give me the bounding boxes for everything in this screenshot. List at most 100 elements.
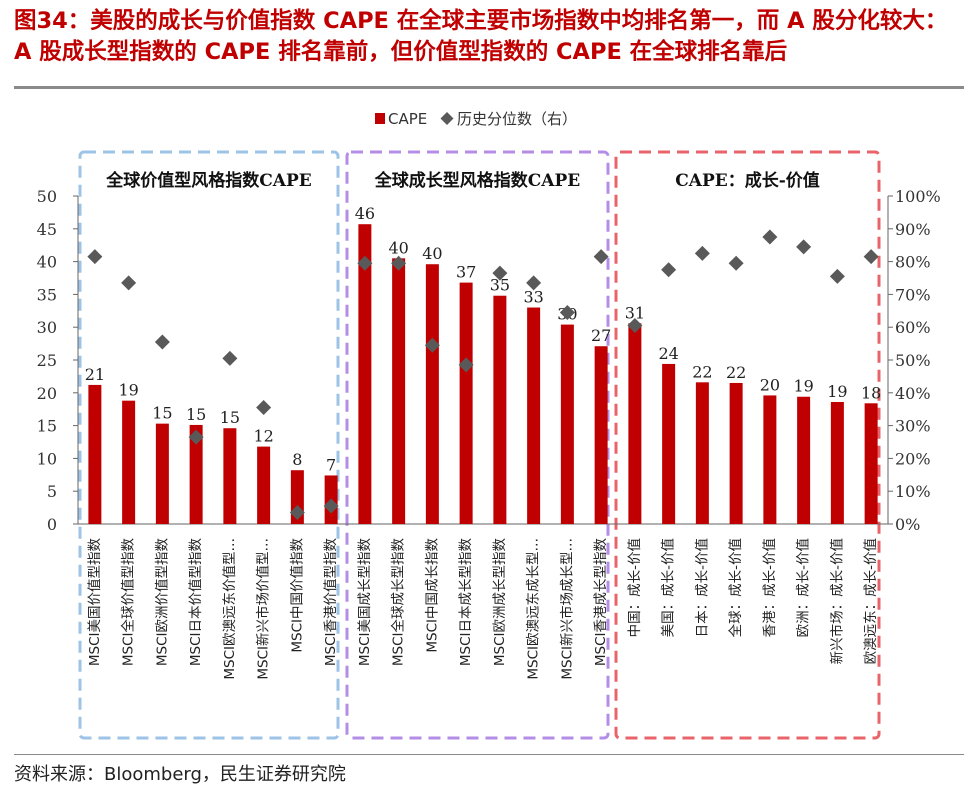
percentile-marker [863, 249, 879, 265]
y-left-tick-label: 0 [47, 515, 57, 534]
bar-value-label: 37 [456, 263, 476, 282]
bar-value-label: 21 [85, 365, 105, 384]
bar-value-label: 27 [591, 326, 611, 345]
percentile-marker [188, 429, 204, 445]
y-right-tick-label: 0% [895, 515, 920, 534]
group-label-3: CAPE：成长-价值 [675, 170, 820, 191]
y-left-tick-label: 15 [37, 417, 57, 436]
percentile-marker [323, 498, 339, 514]
bar [864, 403, 878, 524]
percentile-marker [661, 262, 677, 278]
legend-marker-label: 历史分位数（右） [457, 110, 577, 128]
category-label: MSCI日本成长型指数 [458, 538, 474, 667]
category-label: MSCI欧澳远东成长型… [526, 538, 542, 680]
legend-marker-swatch [440, 112, 454, 125]
source-note: 资料来源：Bloomberg，民生证券研究院 [14, 764, 346, 785]
y-right-tick-label: 30% [895, 417, 931, 436]
bar-value-label: 46 [355, 204, 375, 223]
category-label: 全球：成长-价值 [727, 538, 744, 637]
bar-value-label: 7 [326, 455, 336, 474]
bar [797, 396, 811, 524]
percentile-marker [593, 249, 609, 265]
percentile-marker [694, 245, 710, 261]
category-label: 新兴市场：成长-价值 [828, 538, 845, 664]
category-label: 香港：成长-价值 [762, 538, 778, 637]
y-left-tick-label: 35 [37, 285, 57, 304]
bar [155, 423, 169, 524]
bar [358, 224, 372, 524]
category-label: 欧洲：成长-价值 [796, 538, 812, 637]
group-label-2: 全球成长型风格指数CAPE [374, 170, 581, 191]
bar [695, 382, 709, 524]
y-right-tick-label: 10% [895, 482, 931, 501]
y-right-tick-label: 100% [895, 187, 941, 206]
bar-value-label: 18 [861, 383, 881, 402]
percentile-marker [424, 337, 440, 353]
y-left-tick-label: 40 [37, 253, 57, 272]
bar [189, 424, 203, 524]
bar-value-label: 31 [625, 303, 645, 322]
y-left-tick-label: 30 [37, 318, 57, 337]
category-label: MSCI欧澳远东价值型… [222, 538, 238, 680]
category-label: MSCI香港价值型指数 [323, 538, 339, 667]
bar-value-label: 20 [760, 375, 780, 394]
bar [763, 395, 777, 524]
bar [122, 400, 136, 524]
bar-value-label: 40 [422, 244, 442, 263]
y-right-tick-label: 90% [895, 220, 931, 239]
percentile-marker [492, 265, 508, 281]
y-left-tick-label: 45 [37, 220, 57, 239]
percentile-marker [154, 334, 170, 350]
legend-bar-swatch [375, 113, 385, 124]
y-right-tick-label: 20% [895, 449, 931, 468]
category-label: MSCI欧洲价值型指数 [154, 538, 170, 667]
y-right-tick-label: 60% [895, 318, 931, 337]
bar-value-label: 35 [490, 276, 510, 295]
bar [729, 382, 743, 524]
percentile-marker [391, 255, 407, 271]
bar [662, 363, 676, 524]
chart-title: 图34：美股的成长与价值指数 CAPE 在全球主要市场指数中均排名第一，而 A … [14, 8, 948, 65]
category-label: MSCI美国价值型指数 [87, 538, 103, 667]
category-label: 欧澳远东：成长-价值 [863, 538, 879, 664]
bar [830, 401, 844, 524]
y-left-tick-label: 25 [37, 351, 57, 370]
footer-rule [14, 754, 964, 755]
y-left-tick-label: 20 [37, 384, 57, 403]
bar-value-label: 15 [220, 408, 240, 427]
category-label: 中国：成长-价值 [627, 538, 643, 637]
percentile-marker [357, 255, 373, 271]
percentile-marker [526, 275, 542, 291]
category-label: MSCI新兴市场成长型… [558, 538, 575, 680]
bar [425, 264, 439, 524]
category-label: 美国：成长-价值 [661, 538, 677, 637]
percentile-marker [87, 249, 103, 265]
percentile-marker [559, 304, 575, 320]
y-left-tick-label: 5 [47, 482, 57, 501]
bar [223, 428, 237, 524]
y-right-tick-label: 50% [895, 351, 931, 370]
legend-bar-label: CAPE [388, 110, 427, 128]
percentile-marker [256, 400, 272, 416]
percentile-marker [762, 229, 778, 245]
bar [527, 307, 541, 524]
category-label: MSCI全球成长型指数 [390, 538, 407, 667]
bar-value-label: 40 [388, 238, 408, 257]
bar [392, 258, 406, 524]
bar [628, 323, 642, 524]
category-label: MSCI美国成长型指数 [357, 538, 373, 667]
bar-value-label: 15 [152, 404, 172, 423]
group-frame-1 [78, 150, 340, 740]
y-right-tick-label: 40% [895, 384, 931, 403]
title-rule [14, 86, 964, 89]
bar-value-label: 22 [726, 363, 746, 382]
category-label: MSCI中国成长指数 [424, 538, 440, 653]
bar-value-label: 22 [692, 362, 712, 381]
percentile-marker [458, 357, 474, 373]
percentile-marker [222, 350, 238, 366]
bar-value-label: 19 [118, 381, 138, 400]
bar [459, 282, 473, 524]
y-left-tick-label: 10 [37, 449, 57, 468]
percentile-marker [121, 275, 137, 291]
bar [560, 324, 574, 524]
